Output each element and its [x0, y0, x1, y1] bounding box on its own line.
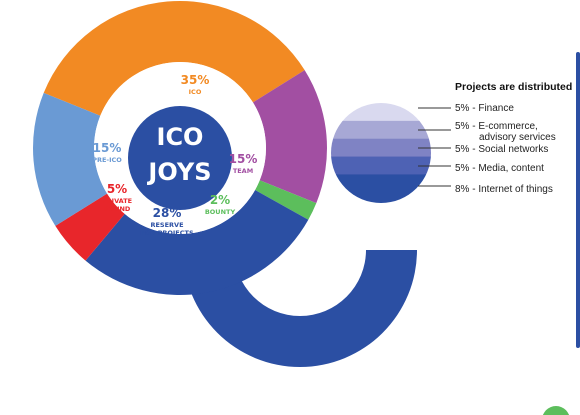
- center-title-line-2: JOYS: [146, 158, 211, 186]
- slice-percent-label: 15%: [93, 141, 122, 155]
- distribution-band: [331, 120, 431, 140]
- slice-percent-label: 2%: [210, 193, 230, 207]
- legend-entry-label: 5% - E-commerce,: [455, 121, 538, 132]
- slice-name-label: RESERVE: [150, 221, 183, 229]
- slice-percent-label: 15%: [229, 152, 258, 166]
- slice-name-label: ICO: [189, 88, 202, 96]
- slice-name-label: BOUNTY: [205, 208, 236, 216]
- green-dot: [542, 406, 570, 415]
- reserve-tail-band: [183, 250, 417, 367]
- donut-slice-bounty: [255, 180, 317, 220]
- distribution-legend: 5% - Finance 5% - E-commerce,advisory ser…: [418, 103, 556, 195]
- donut-slice-reserve-for-projects: [85, 189, 309, 295]
- slice-name-label: PRIVATE: [102, 197, 132, 205]
- slice-name-label: PRE-ICO: [92, 156, 122, 164]
- legend-entry-label: 5% - Social networks: [455, 144, 548, 155]
- donut-slice-ico: [43, 1, 305, 116]
- slice-name-label: FOR PROJECTS: [140, 229, 194, 237]
- panel-border: [576, 52, 580, 348]
- legend-entry-label: 8% - Internet of things: [455, 184, 553, 195]
- donut-slice-private-round: [55, 193, 125, 261]
- distribution-band: [331, 174, 431, 203]
- distribution-band: [331, 103, 431, 122]
- slice-percent-label: 5%: [107, 182, 127, 196]
- slice-name-label: TEAM: [233, 167, 253, 175]
- legend-title: Projects are distributed: [455, 81, 572, 93]
- center-title-line-1: ICO: [157, 123, 204, 151]
- legend-entry-label: 5% - Media, content: [455, 163, 544, 174]
- distribution-band: [331, 156, 431, 175]
- slice-percent-label: 35%: [181, 73, 210, 87]
- legend-entry-label: 5% - Finance: [455, 103, 514, 114]
- center-circle: [128, 106, 232, 210]
- reserve-tail: [183, 250, 417, 367]
- slice-percent-label: 28%: [153, 206, 182, 220]
- donut-slice-team: [252, 70, 327, 204]
- projects-distribution-circle: [331, 103, 431, 203]
- legend-entry-label: advisory services: [479, 132, 556, 143]
- distribution-band: [331, 138, 431, 158]
- donut-slice-pre-ico: [32, 92, 108, 226]
- slice-name-label: ROUND: [104, 205, 131, 213]
